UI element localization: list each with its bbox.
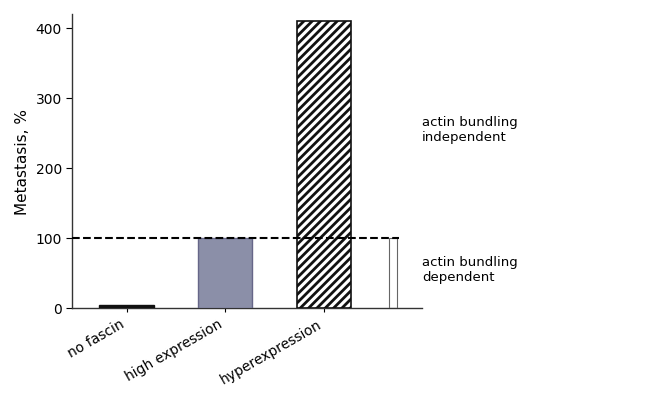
Text: actin bundling
independent: actin bundling independent xyxy=(422,116,518,144)
Bar xyxy=(198,238,252,308)
Bar xyxy=(99,306,153,308)
Y-axis label: Metastasis, %: Metastasis, % xyxy=(15,109,30,214)
Text: actin bundling
dependent: actin bundling dependent xyxy=(422,255,518,284)
Bar xyxy=(389,238,396,308)
Bar xyxy=(296,22,351,308)
